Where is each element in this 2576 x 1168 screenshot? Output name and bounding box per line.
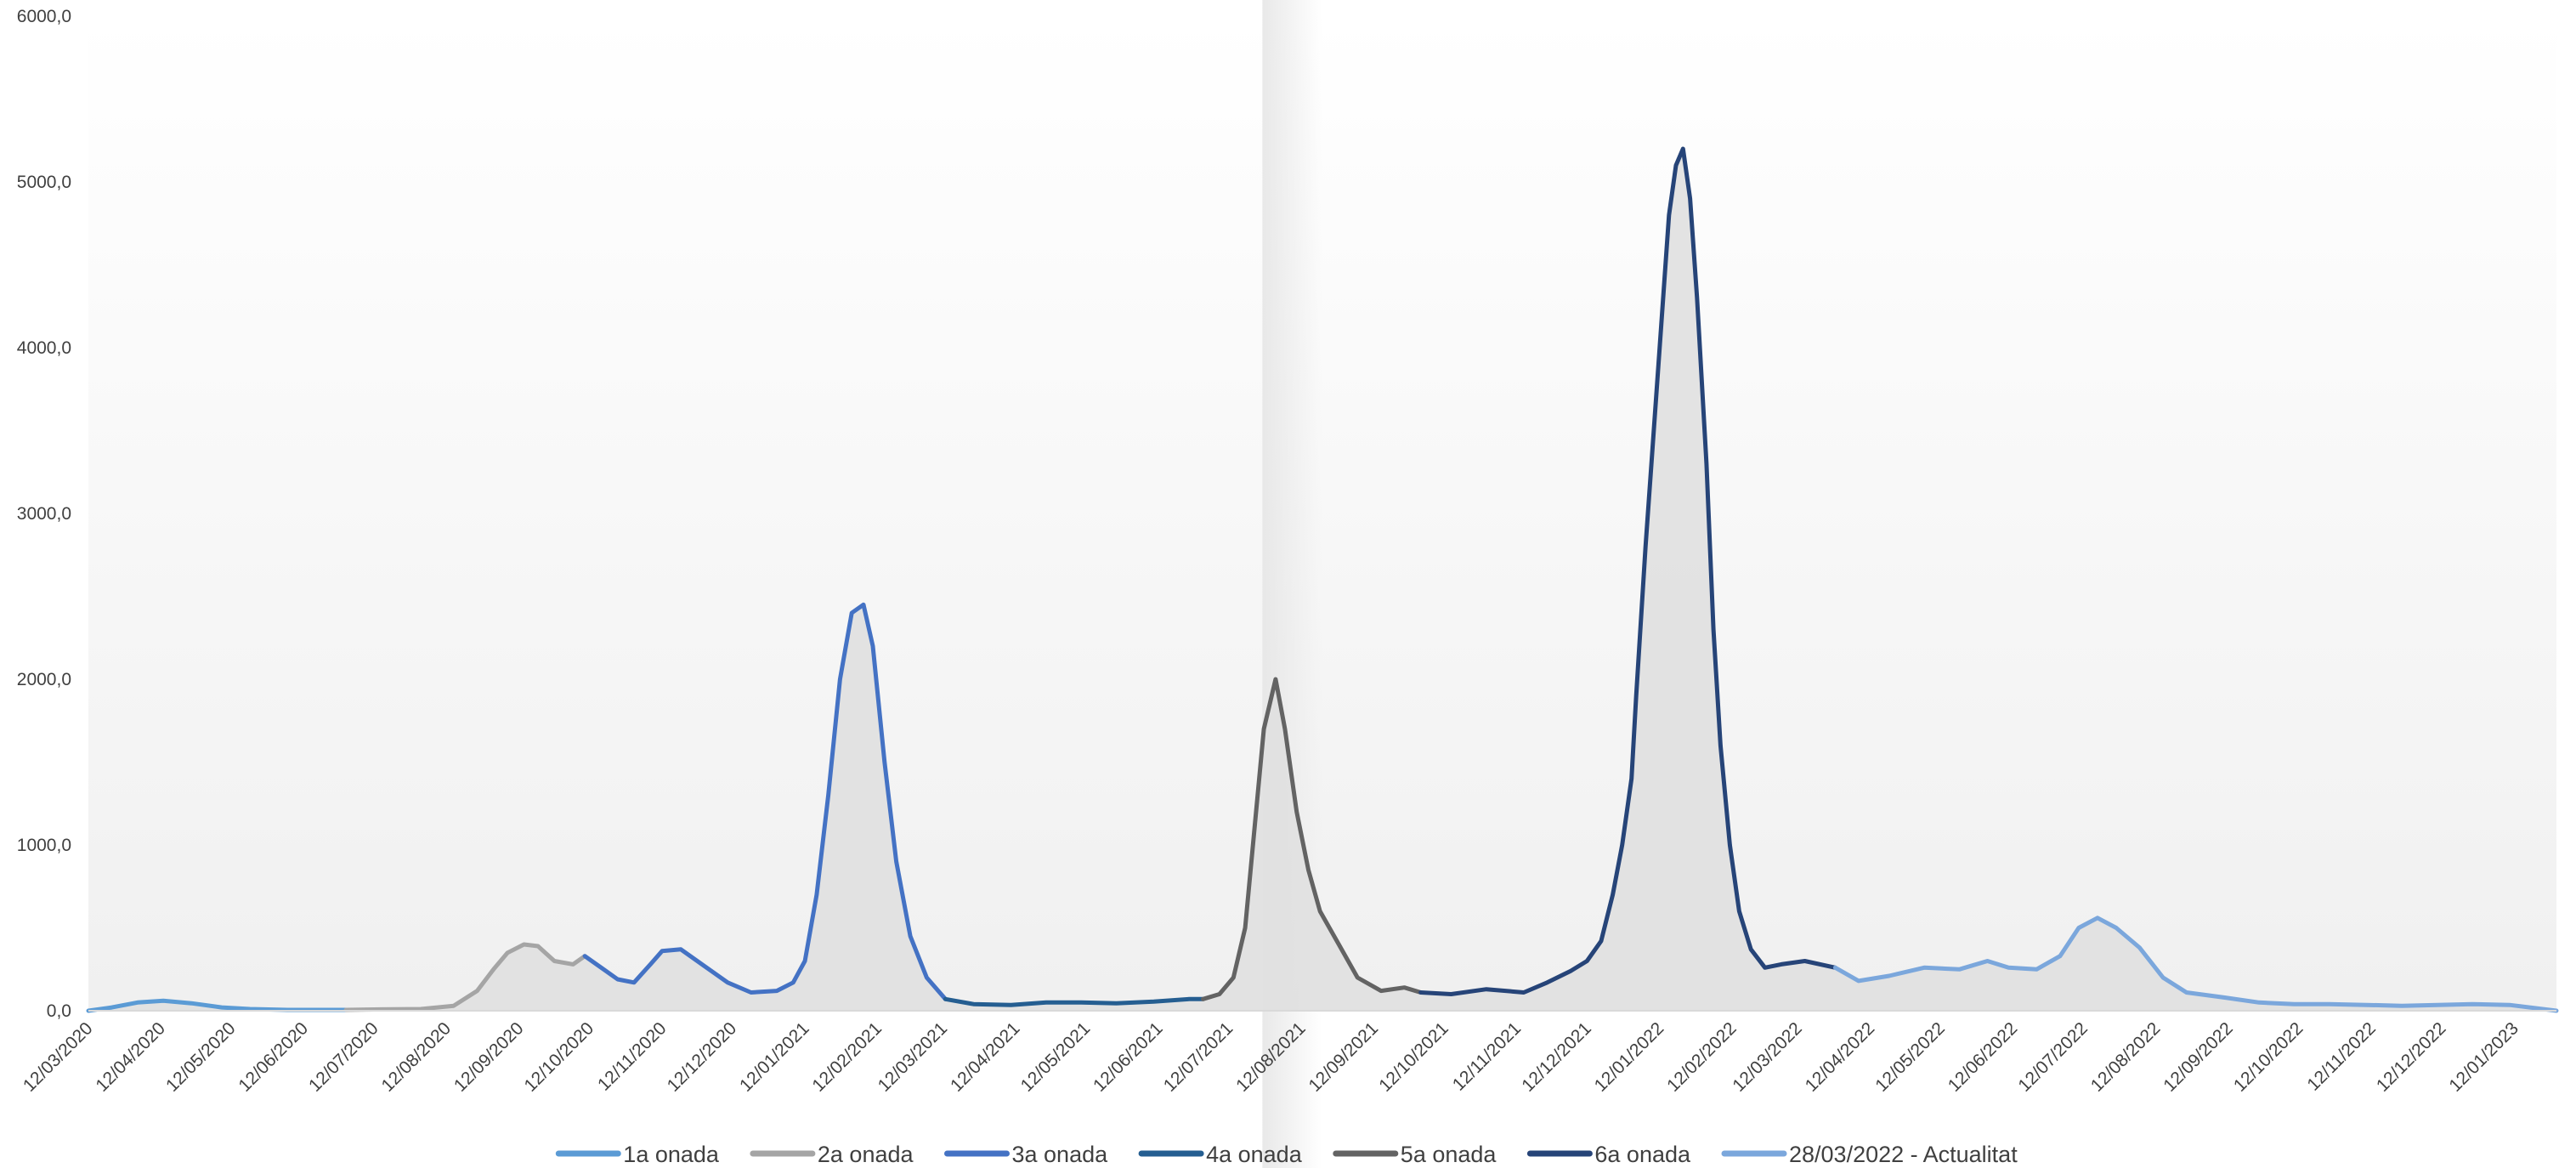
legend-item: 3a onada <box>944 1142 1109 1167</box>
series-line-5 <box>1201 677 1424 1001</box>
y-tick-label: 5000,0 <box>17 173 71 192</box>
legend-item: 28/03/2022 - Actualitat <box>1721 1142 2018 1167</box>
series-line-2 <box>343 942 587 1012</box>
plot-area <box>88 16 2556 1011</box>
y-tick-label: 6000,0 <box>17 7 71 26</box>
legend-label: 2a onada <box>818 1142 914 1167</box>
series-line-1 <box>86 998 348 1013</box>
series-line-3 <box>582 602 948 1001</box>
y-tick-label: 0,0 <box>47 1001 71 1021</box>
legend-label: 4a onada <box>1206 1142 1303 1167</box>
series-line-6 <box>1418 146 1837 996</box>
legend-label: 28/03/2022 - Actualitat <box>1789 1142 2018 1167</box>
legend-item: 6a onada <box>1526 1142 1691 1167</box>
y-axis: 0,0 1000,0 2000,0 3000,0 4000,0 5000,0 6000,0 <box>17 7 71 1021</box>
legend-item: 1a onada <box>555 1142 720 1167</box>
legend-label: 3a onada <box>1012 1142 1109 1167</box>
legend-item: 5a onada <box>1333 1142 1497 1167</box>
y-tick-label: 2000,0 <box>17 670 71 689</box>
legend-item: 4a onada <box>1138 1142 1303 1167</box>
legend-label: 6a onada <box>1594 1142 1691 1167</box>
y-tick-label: 1000,0 <box>17 836 71 855</box>
series-line-7 <box>1832 916 2559 1013</box>
y-tick-label: 4000,0 <box>17 338 71 358</box>
legend-label: 1a onada <box>623 1142 720 1167</box>
y-tick-label: 3000,0 <box>17 504 71 524</box>
series-lines <box>86 146 2559 1013</box>
legend-label: 5a onada <box>1401 1142 1497 1167</box>
legend-item: 2a onada <box>750 1142 914 1167</box>
legend: 1a onada 2a onada 3a onada 4a onada 5a onada… <box>555 1142 2018 1167</box>
series-line-4 <box>943 996 1205 1007</box>
